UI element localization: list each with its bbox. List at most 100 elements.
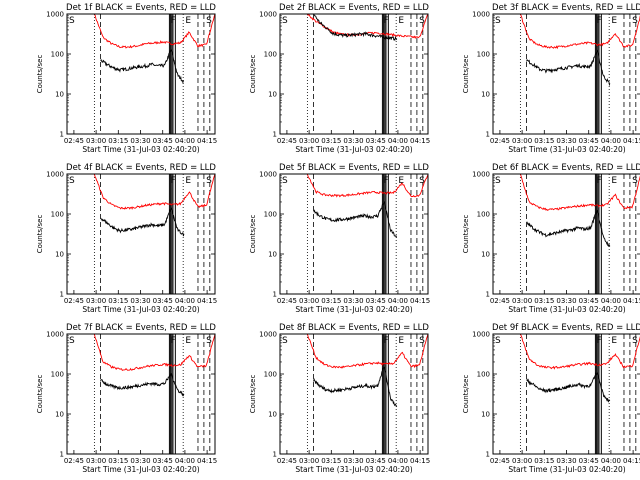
x-tick-label: 04:15 [197,457,217,465]
x-axis-label: Start Time (31-Jul-03 02:40:20) [82,465,199,474]
detector-panel-3: Det 3f BLACK = Events, RED = LLD S F E S 1 10 1… [462,3,640,154]
plot-frame [66,173,216,295]
x-tick-label: 03:00 [299,137,319,145]
y-tick-label: 10 [268,91,277,99]
start-marker: S [495,16,501,26]
panel-title: Det 6f BLACK = Events, RED = LLD [492,163,640,173]
lld-trace [306,173,429,198]
x-tick-label: 03:30 [343,137,363,145]
start-marker: S [495,336,501,346]
y-tick-label: 10 [55,251,64,259]
y-tick-label: 1000 [259,331,277,339]
x-tick-label: 04:00 [388,297,408,305]
start-marker: S [495,176,501,186]
events-trace [526,372,611,403]
x-tick-label: 03:30 [130,457,150,465]
y-tick-label: 100 [264,51,277,59]
y-tick-label: 1000 [259,171,277,179]
plot-frame [279,333,429,455]
plot-frame [66,13,216,135]
x-tick-label: 04:00 [388,457,408,465]
x-tick-label: 02:45 [64,297,84,305]
y-axis-label: Counts/sec [249,55,257,94]
y-tick-label: 1000 [46,331,64,339]
y-tick-label: 10 [268,411,277,419]
start-marker-right: S [206,176,212,186]
x-tick-label: 03:45 [366,137,386,145]
detector-panel-5: Det 5f BLACK = Events, RED = LLD S F E S 1 10 1… [249,163,430,314]
flare-marker: F [596,16,601,26]
y-tick-label: 1000 [46,11,64,19]
detector-panel-8: Det 8f BLACK = Events, RED = LLD S F E S 1 10 1… [249,323,430,474]
x-tick-label: 03:15 [534,457,554,465]
y-tick-label: 100 [51,211,64,219]
x-tick-label: 03:15 [321,137,341,145]
x-tick-label: 02:45 [277,137,297,145]
events-trace [313,366,398,407]
x-tick-label: 02:45 [490,457,510,465]
plot-frame [279,173,429,295]
x-tick-label: 03:30 [343,457,363,465]
x-tick-label: 03:15 [321,457,341,465]
start-marker: S [69,176,75,186]
y-tick-label: 1000 [472,11,490,19]
x-tick-label: 02:45 [277,297,297,305]
end-marker: E [611,176,617,186]
end-marker: E [398,176,404,186]
lld-trace [519,333,640,370]
x-axis-label: Start Time (31-Jul-03 02:40:20) [295,465,412,474]
x-tick-label: 03:15 [534,137,554,145]
end-marker: E [185,176,191,186]
detector-panel-9: Det 9f BLACK = Events, RED = LLD S F E S 1 10 1… [462,323,640,474]
panel-title: Det 2f BLACK = Events, RED = LLD [279,3,429,13]
x-tick-label: 03:15 [108,137,128,145]
events-trace [526,209,611,247]
lld-trace [94,13,216,49]
x-axis-label: Start Time (31-Jul-03 02:40:20) [82,305,199,314]
y-axis-label: Counts/sec [249,215,257,254]
x-tick-label: 03:30 [556,457,576,465]
end-marker: E [398,16,404,26]
x-axis-label: Start Time (31-Jul-03 02:40:20) [295,145,412,154]
x-tick-label: 03:30 [556,297,576,305]
x-tick-label: 03:15 [108,457,128,465]
x-tick-label: 04:00 [175,457,195,465]
x-tick-label: 03:30 [343,297,363,305]
detector-panel-1: Det 1f BLACK = Events, RED = LLD S F E S 1 10 1… [36,3,217,154]
panel-title: Det 3f BLACK = Events, RED = LLD [492,3,640,13]
x-tick-label: 04:15 [410,137,430,145]
x-axis-label: Start Time (31-Jul-03 02:40:20) [508,305,625,314]
x-axis-label: Start Time (31-Jul-03 02:40:20) [508,465,625,474]
y-tick-label: 100 [264,211,277,219]
y-tick-label: 1000 [472,331,490,339]
x-tick-label: 04:15 [410,457,430,465]
y-tick-label: 1 [486,131,490,139]
x-tick-label: 03:30 [556,137,576,145]
x-tick-label: 03:00 [512,137,532,145]
end-marker: E [185,16,191,26]
start-marker: S [69,16,75,26]
x-axis-label: Start Time (31-Jul-03 02:40:20) [82,145,199,154]
plot-frame [492,333,640,455]
y-tick-label: 10 [481,251,490,259]
y-axis-label: Counts/sec [36,375,44,414]
x-tick-label: 03:45 [153,297,173,305]
lld-trace [307,13,429,40]
x-tick-label: 03:00 [512,297,532,305]
y-tick-label: 10 [481,91,490,99]
x-tick-label: 03:45 [366,297,386,305]
panel-title: Det 8f BLACK = Events, RED = LLD [279,323,429,333]
x-tick-label: 03:45 [153,137,173,145]
start-marker-right: S [419,336,425,346]
x-tick-label: 02:45 [64,137,84,145]
y-tick-label: 1 [60,451,64,459]
events-trace [526,49,611,87]
y-tick-label: 1 [486,451,490,459]
x-axis-label: Start Time (31-Jul-03 02:40:20) [508,145,625,154]
y-axis-label: Counts/sec [462,375,470,414]
plot-frame [66,333,216,455]
flare-marker: F [596,176,601,186]
x-tick-label: 04:15 [623,137,640,145]
y-tick-label: 1000 [46,171,64,179]
